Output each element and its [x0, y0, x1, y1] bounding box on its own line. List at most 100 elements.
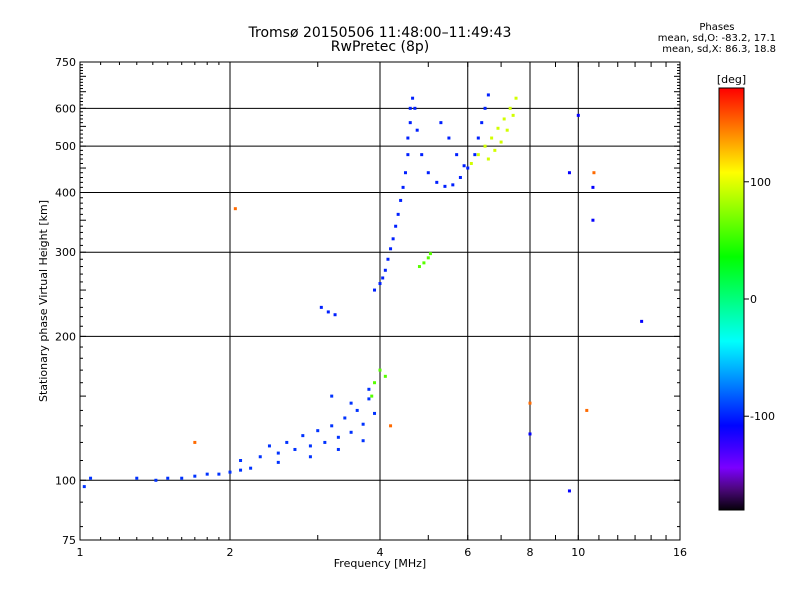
- phase-stats: Phases mean, sd,O: -83.2, 17.1 mean, sd,…: [658, 22, 776, 55]
- data-point: [401, 185, 405, 189]
- data-point: [502, 117, 506, 121]
- data-point: [293, 447, 297, 451]
- data-point: [493, 148, 497, 152]
- data-point: [355, 408, 359, 412]
- data-point: [367, 387, 371, 391]
- data-point: [415, 128, 419, 132]
- data-point: [333, 313, 337, 317]
- data-point: [458, 175, 462, 179]
- data-point: [82, 485, 86, 489]
- data-point: [381, 276, 385, 280]
- data-point: [508, 106, 512, 110]
- data-point: [476, 136, 480, 140]
- data-point: [417, 265, 421, 269]
- data-point: [486, 157, 490, 161]
- data-point: [326, 310, 330, 314]
- x-tick-label: 10: [571, 546, 585, 559]
- data-point: [249, 466, 253, 470]
- data-point: [383, 374, 387, 378]
- data-point: [276, 460, 280, 464]
- data-point: [386, 257, 390, 261]
- data-point: [406, 136, 410, 140]
- data-point: [567, 171, 571, 175]
- data-point: [370, 394, 374, 398]
- colorbar-tick-label: -100: [750, 410, 775, 423]
- data-point: [383, 268, 387, 272]
- data-point: [361, 439, 365, 443]
- data-point: [592, 171, 596, 175]
- phase-stats-o-mode: mean, sd,O: -83.2, 17.1: [657, 33, 776, 44]
- data-point: [426, 171, 430, 175]
- data-point: [483, 144, 487, 148]
- data-point: [89, 476, 93, 480]
- data-point: [443, 184, 447, 188]
- data-point: [528, 432, 532, 436]
- data-point: [349, 401, 353, 405]
- data-point: [514, 96, 518, 100]
- data-point: [462, 164, 466, 168]
- x-tick-label: 6: [464, 546, 471, 559]
- x-tick-label: 4: [377, 546, 384, 559]
- data-point: [408, 106, 412, 110]
- data-point: [391, 237, 395, 241]
- title-line-1: Tromsø 20150506 11:48:00–11:49:43: [248, 25, 512, 41]
- data-point: [505, 128, 509, 132]
- data-point: [336, 435, 340, 439]
- data-point: [576, 113, 580, 117]
- data-point: [258, 455, 262, 459]
- y-tick-label: 100: [55, 474, 76, 487]
- data-point: [361, 422, 365, 426]
- data-point: [428, 252, 432, 256]
- data-point: [135, 476, 139, 480]
- x-axis-label: Frequency [MHz]: [334, 557, 426, 570]
- y-tick-label: 600: [55, 102, 76, 115]
- data-point: [330, 394, 334, 398]
- x-tick-label: 8: [527, 546, 534, 559]
- data-point: [378, 282, 382, 286]
- data-point: [308, 444, 312, 448]
- data-point: [154, 478, 158, 482]
- y-tick-label: 200: [55, 330, 76, 343]
- data-point: [473, 153, 477, 157]
- data-point: [413, 106, 417, 110]
- data-point: [591, 218, 595, 222]
- data-point: [166, 476, 170, 480]
- data-point: [301, 434, 305, 438]
- data-point: [373, 288, 377, 292]
- data-point: [276, 451, 280, 455]
- colorbar-label: [deg]: [717, 73, 746, 86]
- data-point: [567, 489, 571, 493]
- y-axis-label: Stationary phase Virtual Height [km]: [37, 200, 50, 402]
- y-tick-label: 500: [55, 140, 76, 153]
- data-point: [486, 93, 490, 97]
- data-point: [490, 136, 494, 140]
- data-point: [343, 416, 347, 420]
- data-point: [496, 126, 500, 130]
- colorbar: [718, 87, 745, 511]
- data-point: [367, 397, 371, 401]
- data-point: [469, 161, 473, 165]
- data-point: [180, 476, 184, 480]
- data-point: [285, 440, 289, 444]
- data-point: [476, 153, 480, 157]
- data-point: [373, 381, 377, 385]
- phase-stats-heading: Phases: [699, 22, 735, 33]
- data-point: [396, 212, 400, 216]
- data-point: [422, 261, 426, 265]
- data-point: [585, 408, 589, 412]
- data-point: [239, 458, 243, 462]
- data-point: [267, 444, 271, 448]
- y-tick-label: 75: [62, 534, 76, 547]
- data-point: [205, 472, 209, 476]
- data-point: [394, 224, 398, 228]
- data-point: [336, 447, 340, 451]
- data-point: [406, 153, 410, 157]
- data-point: [308, 455, 312, 459]
- data-point: [466, 166, 470, 170]
- data-point: [420, 153, 424, 157]
- data-point: [349, 430, 353, 434]
- data-point: [403, 171, 407, 175]
- data-point: [455, 153, 459, 157]
- x-tick-label: 2: [227, 546, 234, 559]
- data-point: [399, 198, 403, 202]
